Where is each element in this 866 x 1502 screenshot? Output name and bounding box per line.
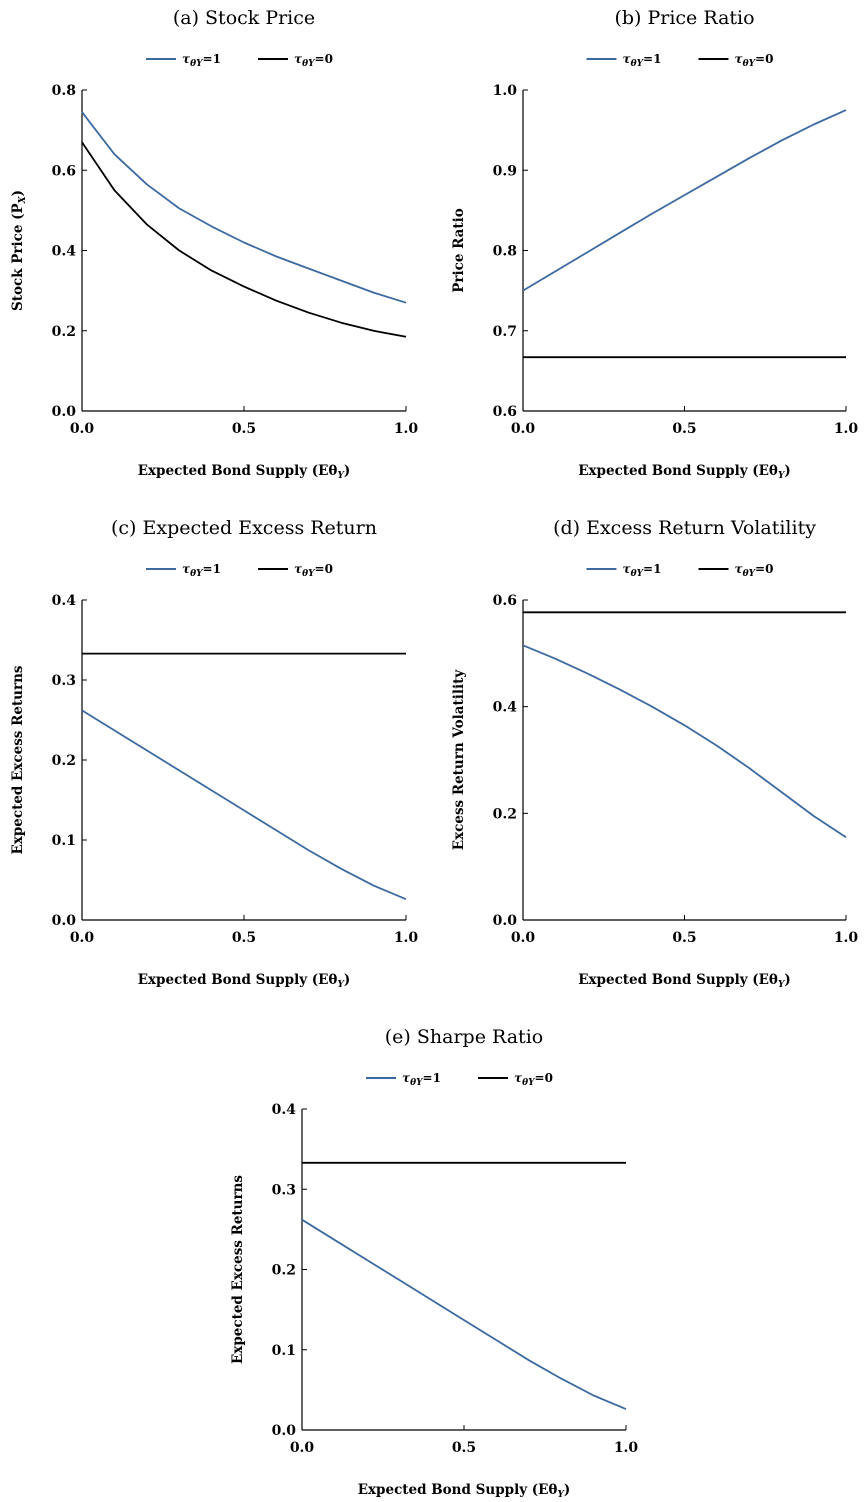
y-tick-label: 0.4 [493,700,518,716]
y-tick-label: 0.3 [52,673,76,689]
x-axis-label: Expected Bond Supply (EθY) [138,463,351,481]
x-tick-label: 0.5 [232,421,256,437]
chart-panel-5: (e) Sharpe Ratio τθY=1 τθY=0 0.0 0.1 0.2 0.3 0.… [230,1026,638,1500]
x-tick-label: 0.0 [290,1440,315,1456]
x-tick-label: 0.0 [511,421,536,437]
chart-title: (c) Expected Excess Return [111,517,377,539]
x-tick-label: 0.5 [452,1440,476,1456]
y-tick-label: 0.1 [272,1343,296,1359]
x-tick-label: 0.5 [672,930,696,946]
y-tick-label: 0.2 [493,806,517,822]
x-axis-label: Expected Bond Supply (EθY) [578,463,791,481]
y-tick-label: 0.0 [493,913,518,929]
x-tick-label: 0.5 [232,930,256,946]
y-tick-label: 0.8 [52,83,76,99]
y-tick-label: 0.8 [493,244,517,260]
legend-label-tau0: τθY=0 [735,52,774,69]
x-tick-label: 1.0 [394,930,419,946]
y-axis-label: Stock Price (PX) [10,190,28,311]
chart-panel-4: (d) Excess Return Volatility τθY=1 τθY=0 0.… [451,517,858,990]
y-axis-label: Expected Excess Returns [10,665,26,854]
x-tick-label: 0.5 [672,421,696,437]
y-tick-label: 0.9 [493,163,517,179]
legend-label-tau1: τθY=1 [623,52,662,69]
series-line-tau1 [301,1218,627,1410]
y-tick-label: 0.7 [493,324,517,340]
x-tick-label: 0.0 [511,930,536,946]
series-line-tau1 [522,644,847,839]
y-tick-label: 0.4 [272,1102,297,1118]
chart-title: (b) Price Ratio [614,7,754,29]
legend-label-tau1: τθY=1 [402,1071,441,1088]
y-tick-label: 0.4 [52,593,77,609]
y-tick-label: 0.2 [272,1263,296,1279]
y-tick-label: 0.4 [52,244,77,260]
y-tick-label: 0.6 [493,593,517,609]
y-axis-label: Price Ratio [451,208,467,293]
series-line-tau1 [522,109,847,292]
x-tick-label: 1.0 [614,1440,639,1456]
chart-panel-1: (a) Stock Price τθY=1 τθY=0 0.0 0.2 0.4 0.6 0.8… [10,7,418,481]
y-tick-label: 0.0 [52,913,77,929]
y-tick-label: 0.6 [52,163,76,179]
y-tick-label: 0.0 [272,1423,297,1439]
legend-label-tau0: τθY=0 [514,1071,553,1088]
legend-label-tau0: τθY=0 [294,562,333,579]
chart-title: (e) Sharpe Ratio [385,1026,543,1048]
chart-title: (d) Excess Return Volatility [553,517,816,539]
x-tick-label: 1.0 [394,421,419,437]
x-tick-label: 0.0 [70,421,95,437]
legend-label-tau0: τθY=0 [294,52,333,69]
legend-label-tau1: τθY=1 [182,562,221,579]
legend-label-tau1: τθY=1 [182,52,221,69]
x-axis-label: Expected Bond Supply (EθY) [578,972,791,990]
x-tick-label: 1.0 [834,421,859,437]
y-axis-label: Excess Return Volatility [451,669,467,851]
x-tick-label: 1.0 [834,930,859,946]
y-tick-label: 0.0 [52,404,77,420]
x-axis-label: Expected Bond Supply (EθY) [138,972,351,990]
legend-label-tau0: τθY=0 [735,562,774,579]
series-line-tau1 [81,111,407,304]
x-axis-label: Expected Bond Supply (EθY) [358,1482,571,1500]
y-tick-label: 0.1 [52,833,76,849]
y-tick-label: 0.3 [272,1182,296,1198]
y-tick-label: 0.6 [493,404,517,420]
x-tick-label: 0.0 [70,930,95,946]
legend-label-tau1: τθY=1 [623,562,662,579]
y-tick-label: 0.2 [52,324,76,340]
series-line-tau0 [81,141,407,338]
series-line-tau1 [81,709,407,901]
y-tick-label: 0.2 [52,753,76,769]
chart-panel-2: (b) Price Ratio τθY=1 τθY=0 0.6 0.7 0.8 0.9 1.0… [451,7,858,481]
y-tick-label: 1.0 [493,83,518,99]
y-axis-label: Expected Excess Returns [230,1175,246,1364]
chart-title: (a) Stock Price [173,7,315,29]
